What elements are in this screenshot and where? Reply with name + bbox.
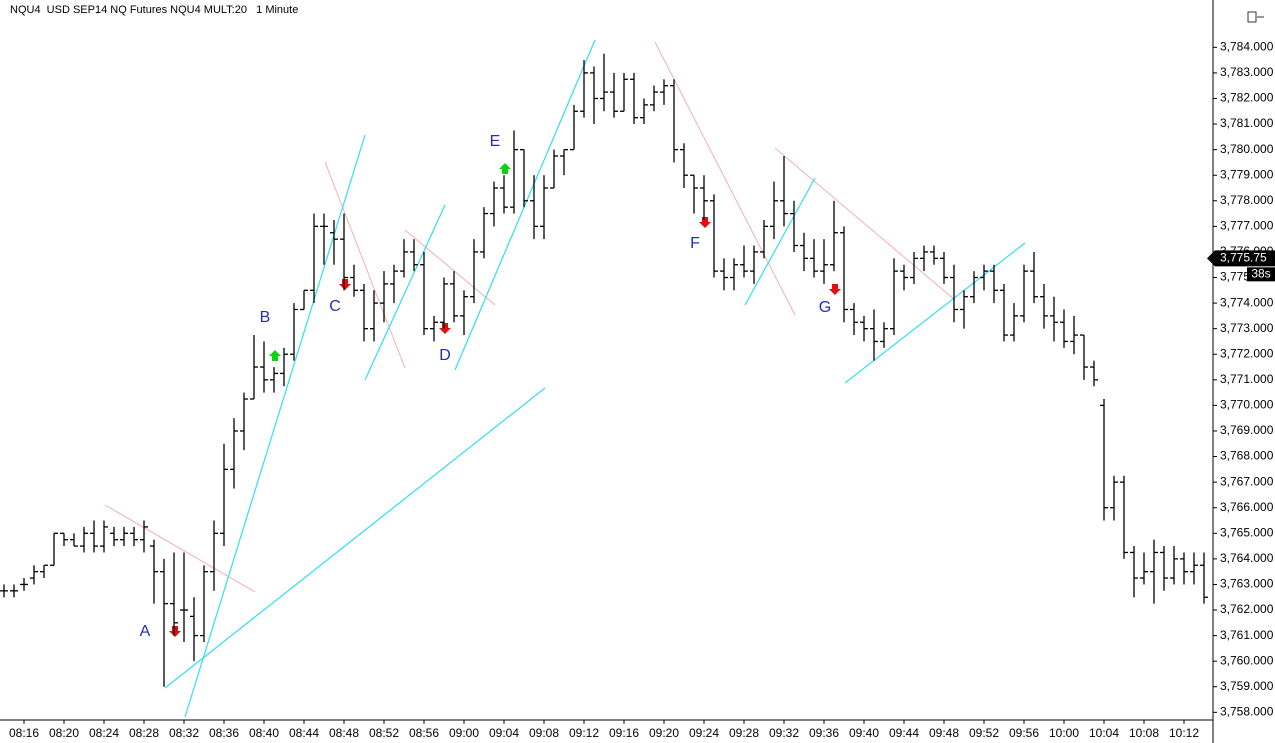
- y-tick-label: 3,758.000: [1220, 704, 1274, 718]
- y-tick-label: 3,759.000: [1220, 679, 1274, 693]
- x-tick-label: 10:12: [1169, 726, 1199, 740]
- x-tick-label: 10:00: [1049, 726, 1079, 740]
- y-tick-label: 3,764.000: [1220, 551, 1274, 565]
- timer-box: [1247, 267, 1275, 282]
- x-tick-label: 09:16: [609, 726, 639, 740]
- trend-line: [774, 147, 956, 301]
- trend-line: [364, 204, 446, 381]
- annotation-label: D: [439, 347, 451, 364]
- y-tick-label: 3,781.000: [1220, 116, 1274, 130]
- last-price-label: 3,775.75: [1220, 251, 1267, 265]
- down-arrow: [169, 626, 181, 637]
- y-tick-label: 3,767.000: [1220, 474, 1274, 488]
- y-tick-label: 3,760.000: [1220, 653, 1274, 667]
- annotation-label: G: [819, 299, 831, 316]
- x-tick-label: 09:32: [769, 726, 799, 740]
- x-tick-label: 09:52: [969, 726, 999, 740]
- x-tick-label: 09:48: [929, 726, 959, 740]
- up-arrow: [499, 163, 511, 174]
- x-tick-label: 08:16: [9, 726, 39, 740]
- annotation-label: B: [260, 309, 271, 326]
- down-arrow: [339, 279, 351, 290]
- x-tick-label: 09:40: [849, 726, 879, 740]
- x-tick-label: 08:28: [129, 726, 159, 740]
- x-tick-label: 08:56: [409, 726, 439, 740]
- trend-line: [744, 177, 816, 306]
- y-tick-label: 3,763.000: [1220, 577, 1274, 591]
- x-tick-label: 09:00: [449, 726, 479, 740]
- x-tick-label: 09:12: [569, 726, 599, 740]
- down-arrow: [439, 323, 451, 334]
- annotation-label: A: [140, 623, 151, 640]
- x-tick-label: 10:08: [1129, 726, 1159, 740]
- chart-title: NQU4 USD SEP14 NQ Futures NQU4 MULT:20 1…: [10, 4, 298, 16]
- annotation-label: F: [690, 235, 700, 252]
- y-tick-label: 3,766.000: [1220, 500, 1274, 514]
- annotation-label: C: [329, 298, 341, 315]
- x-tick-label: 08:44: [289, 726, 319, 740]
- y-tick-label: 3,779.000: [1220, 167, 1274, 181]
- x-tick-label: 09:08: [529, 726, 559, 740]
- x-tick-label: 08:40: [249, 726, 279, 740]
- y-tick-label: 3,762.000: [1220, 602, 1274, 616]
- x-tick-label: 08:36: [209, 726, 239, 740]
- y-tick-label: 3,778.000: [1220, 193, 1274, 207]
- x-tick-label: 10:04: [1089, 726, 1119, 740]
- x-tick-label: 09:28: [729, 726, 759, 740]
- x-tick-label: 09:56: [1009, 726, 1039, 740]
- trend-line: [164, 387, 546, 689]
- y-tick-label: 3,771.000: [1220, 372, 1274, 386]
- x-tick-label: 09:20: [649, 726, 679, 740]
- x-tick-label: 09:44: [889, 726, 919, 740]
- y-tick-label: 3,768.000: [1220, 449, 1274, 463]
- y-tick-label: 3,773.000: [1220, 321, 1274, 335]
- x-tick-label: 09:04: [489, 726, 519, 740]
- y-tick-label: 3,774.000: [1220, 295, 1274, 309]
- y-tick-label: 3,770.000: [1220, 398, 1274, 412]
- y-tick-label: 3,769.000: [1220, 423, 1274, 437]
- trend-line: [654, 41, 796, 316]
- y-tick-label: 3,782.000: [1220, 91, 1274, 105]
- y-tick-label: 3,777.000: [1220, 219, 1274, 233]
- annotation-label: E: [490, 133, 501, 150]
- y-tick-label: 3,765.000: [1220, 525, 1274, 539]
- down-arrow: [829, 284, 841, 295]
- trend-line: [404, 229, 496, 306]
- menu-icon[interactable]: [1247, 11, 1264, 23]
- trend-line: [184, 134, 366, 718]
- x-tick-label: 09:36: [809, 726, 839, 740]
- x-tick-label: 08:32: [169, 726, 199, 740]
- trend-line: [454, 39, 596, 371]
- y-tick-label: 3,772.000: [1220, 346, 1274, 360]
- y-tick-label: 3,780.000: [1220, 142, 1274, 156]
- icon-box[interactable]: [1247, 11, 1257, 23]
- down-arrow: [699, 217, 711, 228]
- x-tick-label: 09:24: [689, 726, 719, 740]
- trend-line: [324, 161, 406, 369]
- x-tick-label: 08:52: [369, 726, 399, 740]
- last-price-box: [1207, 250, 1275, 267]
- y-tick-label: 3,784.000: [1220, 39, 1274, 53]
- x-tick-label: 08:20: [49, 726, 79, 740]
- trend-line: [104, 504, 256, 593]
- y-tick-label: 3,761.000: [1220, 628, 1274, 642]
- x-tick-label: 08:24: [89, 726, 119, 740]
- up-arrow: [269, 350, 281, 361]
- trend-lines: [104, 39, 1026, 718]
- trend-line: [844, 242, 1026, 384]
- signal-arrows: [169, 163, 841, 637]
- y-tick-label: 3,783.000: [1220, 65, 1274, 79]
- x-tick-label: 08:48: [329, 726, 359, 740]
- timer-label: 38s: [1251, 267, 1270, 281]
